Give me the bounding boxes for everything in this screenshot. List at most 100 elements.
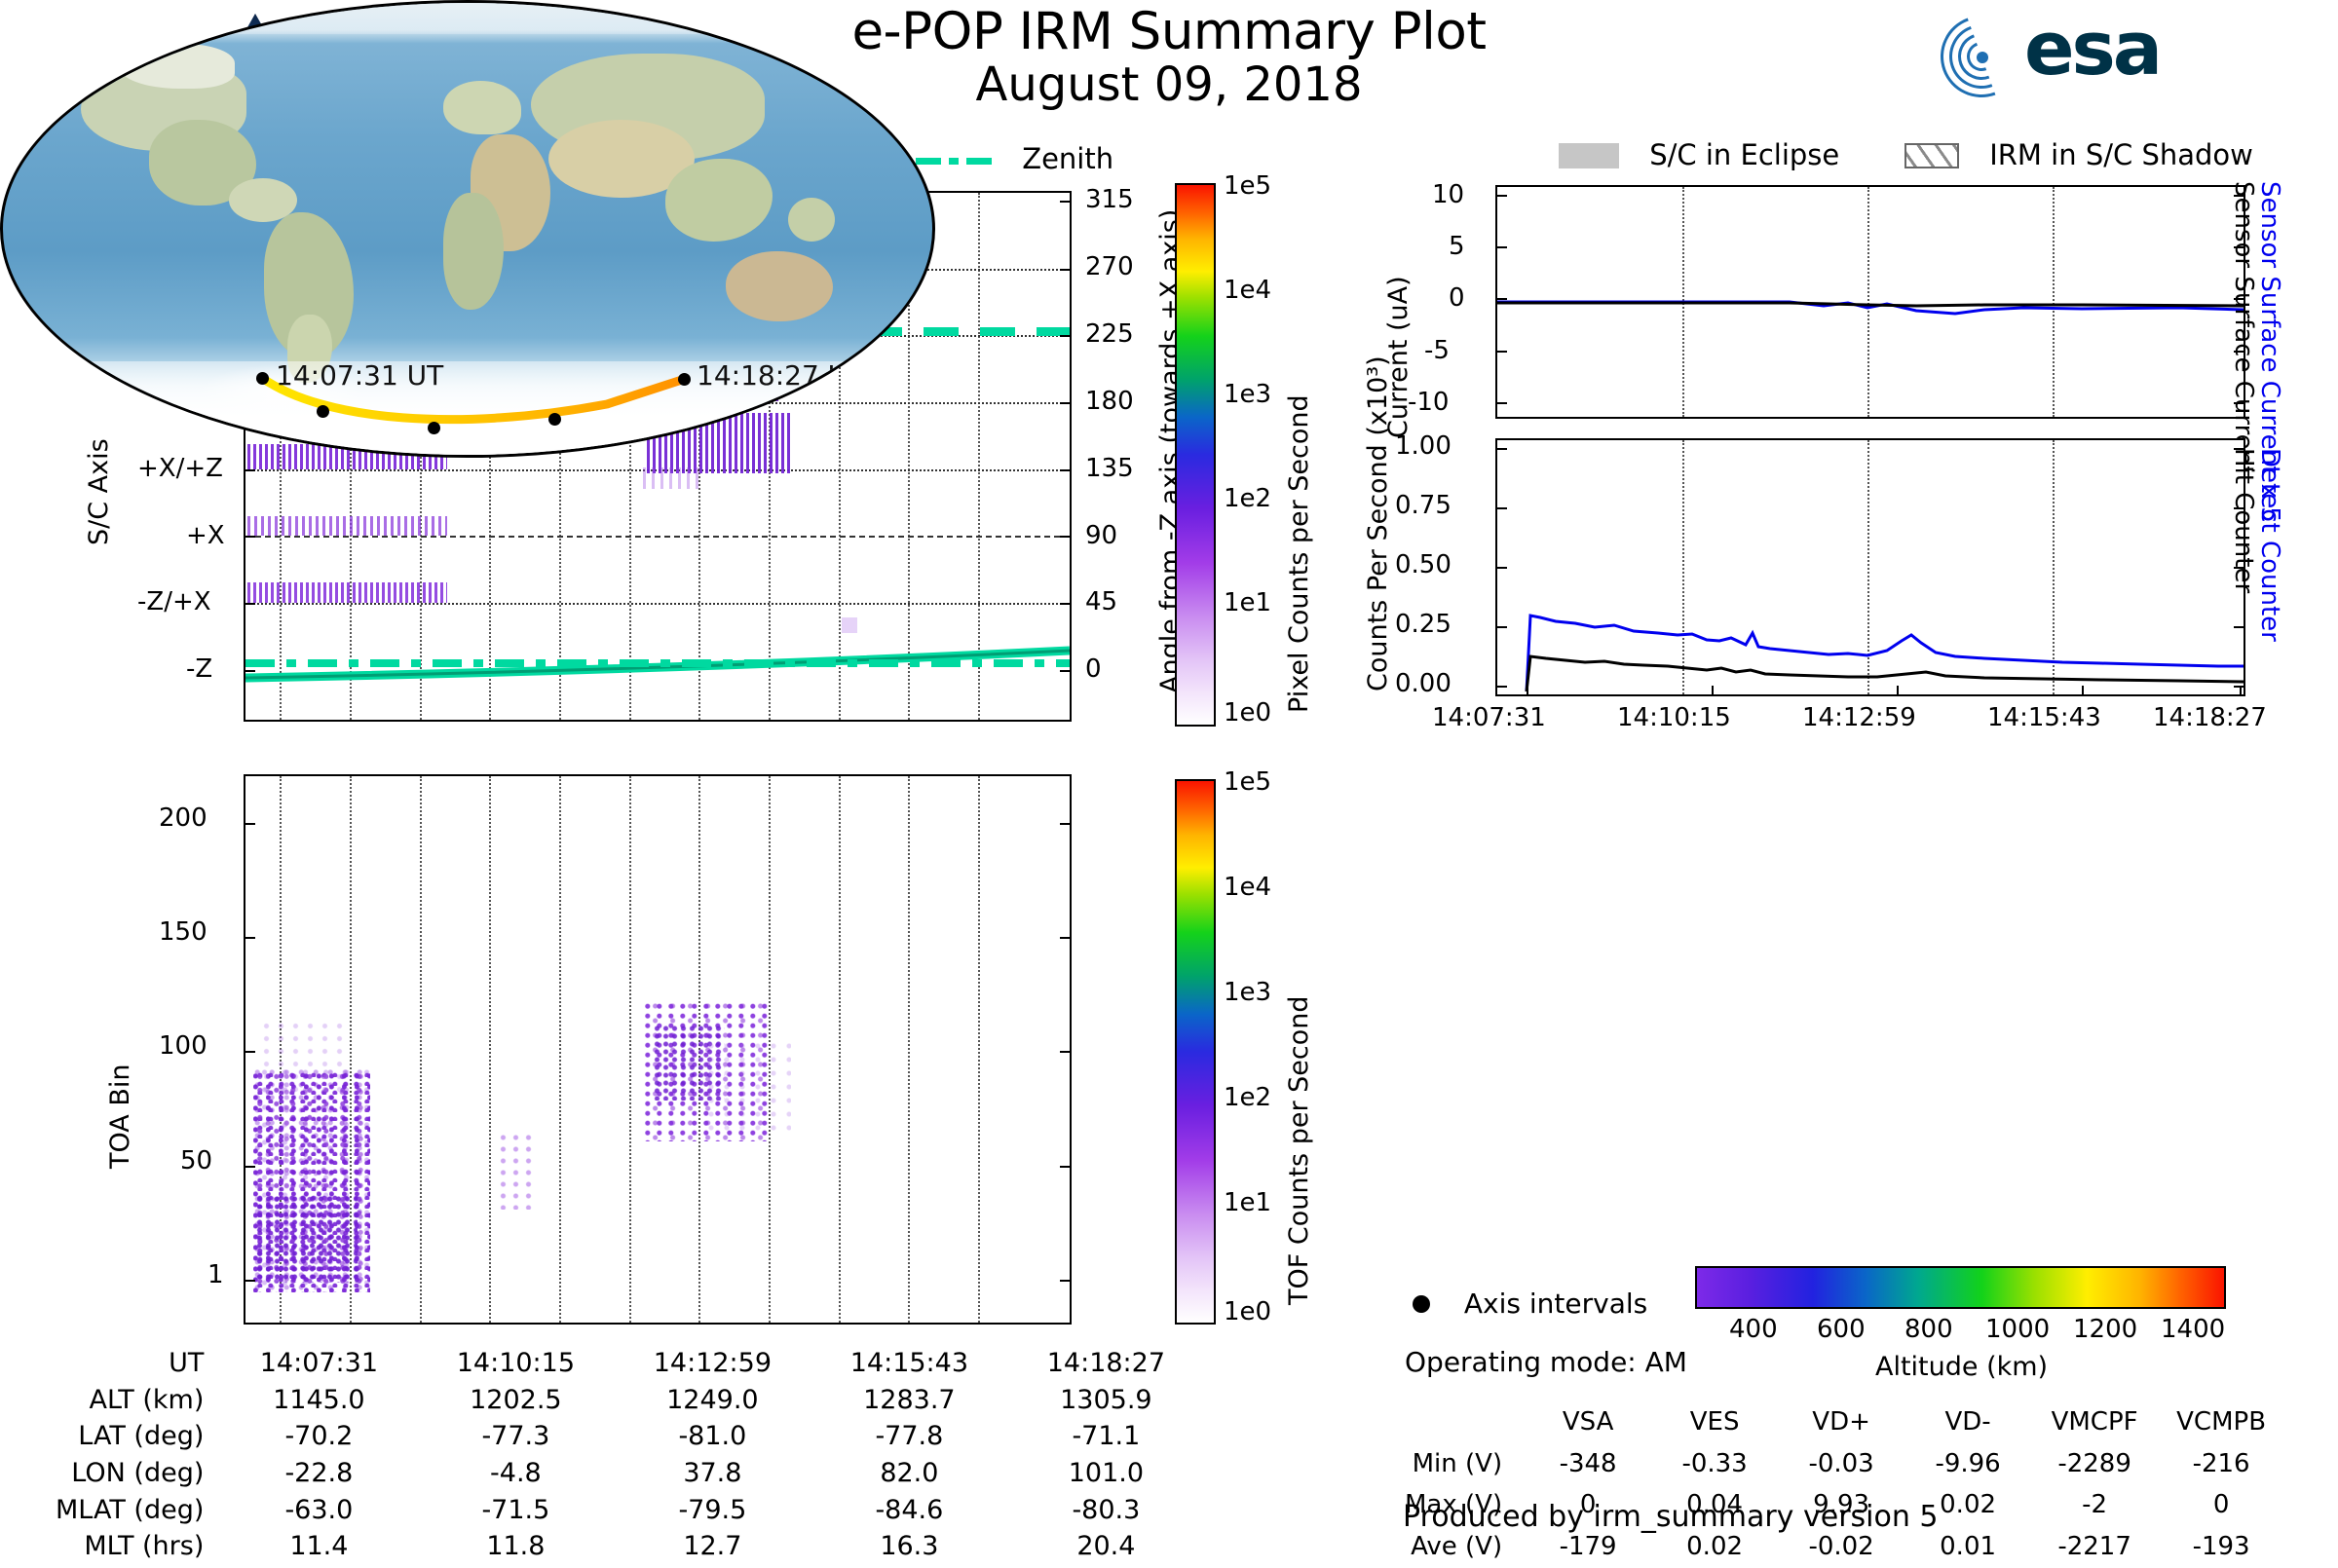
pixel-cbar-tick-4: 1e1 <box>1224 588 1272 617</box>
cell-lon-1: -4.8 <box>490 1457 542 1488</box>
angle-ytick-1: 270 <box>1085 252 1134 281</box>
vcell-max-vdminus: 0.02 <box>1940 1490 1997 1520</box>
cell-mlt-0: 11.4 <box>289 1531 349 1562</box>
zenith-line-icon <box>916 158 941 165</box>
date-subtitle: August 09, 2018 <box>975 57 1363 113</box>
legend-zenith: Zenith <box>916 142 1113 175</box>
orbit-point-0 <box>256 372 269 385</box>
sc-axis-ytick-6: -Z/+X <box>137 587 211 616</box>
sc-axis-ytick-4: +X/+Z <box>137 454 223 483</box>
cell-lat-2: -81.0 <box>678 1421 747 1452</box>
cell-lat-3: -77.8 <box>875 1421 944 1452</box>
cell-lat-1: -77.3 <box>481 1421 550 1452</box>
vcell-ave-vmcpf: -2217 <box>2057 1531 2131 1561</box>
esa-wordmark: esa <box>2024 5 2163 92</box>
row-label-mlt: MLT (hrs) <box>84 1531 205 1562</box>
page-title: e-POP IRM Summary Plot August 09, 2018 <box>0 4 2338 112</box>
counts-ytick-3: 0.25 <box>1395 610 1452 639</box>
counts-ytick-0: 1.00 <box>1395 431 1452 461</box>
cell-ut-2: 14:12:59 <box>653 1348 772 1378</box>
detect-counter-label: Detect Counter <box>2255 448 2284 642</box>
alt-tick-5: 1400 <box>2161 1315 2226 1344</box>
table-row: LON (deg) -22.8 -4.8 37.8 82.0 101.0 <box>56 1456 1203 1491</box>
shadow-swatch-icon <box>1904 143 1959 168</box>
row-label-lat: LAT (deg) <box>78 1421 205 1452</box>
esa-logo-icon: esa <box>1939 10 2231 103</box>
eclipse-swatch-icon <box>1559 143 1619 168</box>
pixel-counts-colorbar <box>1175 183 1216 727</box>
vtable-header-vsa: VSA <box>1562 1407 1614 1437</box>
counts-ytick-4: 0.00 <box>1395 669 1452 698</box>
table-row: MLT (hrs) 11.4 11.8 12.7 16.3 20.4 <box>56 1529 1203 1564</box>
legend-label-eclipse: S/C in Eclipse <box>1649 138 1840 171</box>
counts-ytick-1: 0.75 <box>1395 491 1452 520</box>
produced-by-footer: Produced by irm_summary version 5 <box>1403 1500 1939 1534</box>
cell-alt-0: 1145.0 <box>273 1384 365 1415</box>
table-row: Ave (V) -179 0.02 -0.02 0.01 -2217 -193 <box>1405 1527 2283 1567</box>
cell-lon-4: 101.0 <box>1068 1457 1145 1488</box>
counts-plot <box>1495 438 2245 696</box>
cell-mlt-1: 11.8 <box>486 1531 546 1562</box>
cell-mlt-4: 20.4 <box>1076 1531 1136 1562</box>
counts-series <box>1525 614 2244 692</box>
vtable-row-label-max: Max (V) <box>1405 1490 1503 1520</box>
row-label-lon: LON (deg) <box>71 1457 205 1488</box>
counts-xtick-4: 14:18:27 <box>2153 703 2267 732</box>
toa-bin-ylabel: TOA Bin <box>105 1064 135 1169</box>
cell-alt-3: 1283.7 <box>863 1384 956 1415</box>
counts-xtick-2: 14:12:59 <box>1802 703 1916 732</box>
axis-intervals-label: Axis intervals <box>1463 1288 1648 1320</box>
altitude-colorbar-title: Altitude (km) <box>1875 1352 2049 1382</box>
vcell-max-ves: 0.04 <box>1686 1490 1744 1520</box>
alt-tick-1: 600 <box>1817 1315 1866 1344</box>
cell-lon-0: -22.8 <box>284 1457 354 1488</box>
main-title: e-POP IRM Summary Plot <box>851 2 1487 61</box>
toa-ytick-0: 200 <box>159 803 207 833</box>
world-map-panel: 14:07:31 UT 14:18:27 UT <box>0 0 935 458</box>
table-header-row: VSA VES VD+ VD- VMCPF VCMPB <box>1405 1402 2283 1442</box>
table-row: Min (V) -348 -0.33 -0.03 -9.96 -2289 -21… <box>1405 1444 2283 1484</box>
toa-ytick-2: 100 <box>159 1031 207 1061</box>
alt-tick-4: 1200 <box>2073 1315 2138 1344</box>
orbit-point-3 <box>548 413 561 426</box>
vcell-min-vdminus: -9.96 <box>1935 1448 2001 1478</box>
cell-alt-4: 1305.9 <box>1060 1384 1152 1415</box>
angle-ytick-2: 225 <box>1085 319 1134 349</box>
axis-intervals-legend: Axis intervals <box>1413 1288 1647 1320</box>
vcell-ave-vsa: -179 <box>1559 1531 1617 1561</box>
current-ytick-1: 5 <box>1449 232 1465 261</box>
vtable-header-vcmpb: VCMPB <box>2176 1407 2267 1437</box>
angle-ytick-6: 45 <box>1085 587 1118 616</box>
hit-counter-label: Hit Counter <box>2229 448 2258 594</box>
vcell-min-ves: -0.33 <box>1681 1448 1748 1478</box>
cell-lon-2: 37.8 <box>683 1457 742 1488</box>
legend-label-zenith: Zenith <box>1022 142 1114 175</box>
vcell-min-vmcpf: -2289 <box>2057 1448 2131 1478</box>
table-row: UT 14:07:31 14:10:15 14:12:59 14:15:43 1… <box>56 1346 1203 1381</box>
current-ytick-4: -10 <box>1408 388 1450 417</box>
vcell-ave-ves: 0.02 <box>1686 1531 1744 1561</box>
pixel-cbar-tick-1: 1e4 <box>1224 276 1272 305</box>
cell-mlat-2: -79.5 <box>678 1494 747 1525</box>
current-plot <box>1495 185 2245 419</box>
pixel-cbar-tick-5: 1e0 <box>1224 698 1272 728</box>
vtable-row-label-min: Min (V) <box>1412 1448 1503 1478</box>
tof-cbar-tick-5: 1e0 <box>1224 1297 1272 1326</box>
vtable-header-ves: VES <box>1689 1407 1740 1437</box>
vcell-max-vcmpb: 0 <box>2212 1490 2230 1520</box>
vcell-max-vdplus: 9.93 <box>1813 1490 1870 1520</box>
vcell-ave-vdminus: 0.01 <box>1940 1531 1997 1561</box>
counts-ylabel-text: Counts Per Second (x10³) <box>1363 355 1393 691</box>
cell-lat-0: -70.2 <box>284 1421 354 1452</box>
toa-ytick-3: 50 <box>180 1146 213 1176</box>
vcell-ave-vdplus: -0.02 <box>1808 1531 1874 1561</box>
toa-ytick-4: 1 <box>207 1260 224 1289</box>
pixel-cbar-tick-0: 1e5 <box>1224 171 1272 201</box>
tof-cbar-tick-3: 1e2 <box>1224 1083 1272 1112</box>
sensor-current-label: Sensor Surface Current <box>2229 181 2258 476</box>
counts-xtick-3: 14:15:43 <box>1987 703 2101 732</box>
pixel-cbar-tick-2: 1e3 <box>1224 380 1272 409</box>
vtable-header-vmcpf: VMCPF <box>2051 1407 2138 1437</box>
sc-axis-ytick-5: +X <box>186 521 225 550</box>
vtable-row-label-ave: Ave (V) <box>1411 1531 1503 1561</box>
